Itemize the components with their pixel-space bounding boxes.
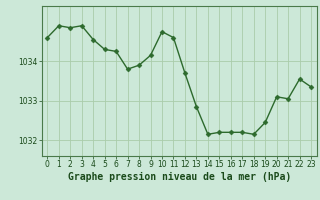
X-axis label: Graphe pression niveau de la mer (hPa): Graphe pression niveau de la mer (hPa) xyxy=(68,172,291,182)
